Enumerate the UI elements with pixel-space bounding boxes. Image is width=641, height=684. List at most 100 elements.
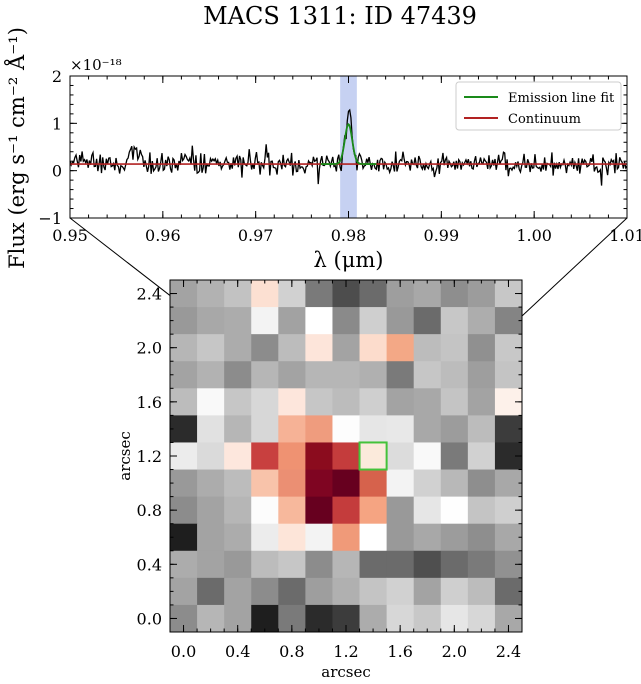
figure-title: MACS 1311: ID 47439 xyxy=(203,2,477,30)
y-tick-label: 1 xyxy=(52,114,62,133)
heatmap-cell xyxy=(251,280,279,308)
x-tick-label: 0.95 xyxy=(52,226,88,245)
heatmap-cell xyxy=(359,415,388,443)
heatmap-cell xyxy=(251,442,279,470)
heatmap-panel: 0.0 0.4 0.8 1.2 1.6 2.0 2.4 0.0 0.4 0.8 1.2 1.6 2.0 2… xyxy=(116,279,523,681)
heatmap-cell xyxy=(359,604,388,633)
heatmap-cell xyxy=(467,307,496,335)
heatmap-tick-labels: 0.0 0.4 0.8 1.2 1.6 2.0 2.4 0.0 0.4 0.8 1.2 1.6 2.0 2… xyxy=(137,285,522,661)
heatmap-cell xyxy=(305,415,333,443)
heatmap-cell xyxy=(278,496,306,525)
heatmap-cell xyxy=(197,550,225,579)
heatmap-cell xyxy=(170,307,198,335)
x-tick-label: 0.98 xyxy=(331,226,367,245)
heatmap-cell xyxy=(332,550,360,579)
heatmap-cell xyxy=(170,523,198,552)
x-tick-label: 2.0 xyxy=(442,642,467,661)
heatmap-cell xyxy=(305,604,333,633)
heatmap-cell xyxy=(305,361,333,389)
heatmap-cell xyxy=(494,361,523,389)
heatmap-cell xyxy=(359,307,388,335)
heatmap-cell xyxy=(305,577,333,606)
heatmap-cell xyxy=(251,469,279,498)
heatmap-cell xyxy=(359,496,388,525)
heatmap-cell xyxy=(224,442,252,470)
heatmap-cell xyxy=(440,496,469,525)
heatmap-cell xyxy=(386,469,415,498)
heatmap-cell xyxy=(440,469,469,498)
heatmap-cell xyxy=(251,604,279,633)
highlight-band-rect xyxy=(340,76,357,218)
heatmap-cell xyxy=(359,280,388,308)
y-tick-label: 0.4 xyxy=(137,555,162,574)
heatmap-cell xyxy=(467,523,496,552)
heatmap-cell xyxy=(359,334,388,362)
heatmap-cell xyxy=(494,469,523,498)
heatmap-cell xyxy=(359,523,388,552)
heatmap-cell xyxy=(197,307,225,335)
y-tick-label: 2.4 xyxy=(137,285,162,304)
heatmap-cell xyxy=(305,307,333,335)
heatmap-cell xyxy=(224,388,252,416)
heatmap-cell xyxy=(413,469,442,498)
heatmap-cell xyxy=(170,361,198,389)
heatmap-cell xyxy=(305,523,333,552)
heatmap-cell xyxy=(440,388,469,416)
heatmap-cell xyxy=(197,361,225,389)
heatmap-cell xyxy=(386,577,415,606)
y-tick-label: 0.8 xyxy=(137,501,162,520)
heatmap-cell xyxy=(278,361,306,389)
x-tick-label: 0.99 xyxy=(424,226,460,245)
heatmap-cell xyxy=(197,334,225,362)
heatmap-cell xyxy=(467,415,496,443)
heatmap-cell xyxy=(386,523,415,552)
heatmap-cell xyxy=(224,550,252,579)
heatmap-cell xyxy=(332,469,360,498)
heatmap-y-axis-label: arcsec xyxy=(116,431,134,481)
heatmap-cell xyxy=(278,307,306,335)
heatmap-cell xyxy=(197,496,225,525)
spectrum-ticks xyxy=(69,75,628,219)
heatmap-cell xyxy=(413,307,442,335)
spectrum-tick-labels: 0.95 0.96 0.97 0.98 0.99 1.00 1.01 −1 0 1 2 xyxy=(38,67,641,245)
heatmap-cell xyxy=(224,334,252,362)
heatmap-cell xyxy=(332,415,360,443)
heatmap-cell xyxy=(224,361,252,389)
heatmap-cell xyxy=(494,307,523,335)
heatmap-cell xyxy=(305,442,333,470)
heatmap-cell xyxy=(197,415,225,443)
heatmap-cell xyxy=(251,577,279,606)
heatmap-cell xyxy=(467,496,496,525)
heatmap-cell xyxy=(440,550,469,579)
heatmap-cell xyxy=(197,442,225,470)
heatmap-cell xyxy=(278,334,306,362)
heatmap-cell xyxy=(251,550,279,579)
heatmap-cell xyxy=(413,415,442,443)
heatmap-cell xyxy=(278,523,306,552)
heatmap-cell xyxy=(224,307,252,335)
heatmap-cell xyxy=(332,577,360,606)
x-tick-label: 1.00 xyxy=(516,226,552,245)
heatmap-cell xyxy=(251,388,279,416)
heatmap-cell xyxy=(251,361,279,389)
heatmap-cell xyxy=(359,442,388,470)
heatmap-cells xyxy=(170,280,523,633)
x-tick-label: 1.01 xyxy=(609,226,641,245)
heatmap-cell xyxy=(359,388,388,416)
heatmap-cell xyxy=(332,388,360,416)
heatmap-cell xyxy=(332,307,360,335)
heatmap-cell xyxy=(467,550,496,579)
heatmap-cell xyxy=(386,415,415,443)
heatmap-cell xyxy=(251,415,279,443)
x-tick-label: 0.97 xyxy=(238,226,274,245)
x-tick-label: 0.4 xyxy=(225,642,250,661)
heatmap-cell xyxy=(494,577,523,606)
y-tick-label: 2.0 xyxy=(137,339,162,358)
highlight-pixel xyxy=(358,441,388,471)
heatmap-cell xyxy=(440,415,469,443)
heatmap-cell xyxy=(332,442,360,470)
heatmap-cell xyxy=(224,469,252,498)
heatmap-cell xyxy=(224,577,252,606)
heatmap-cell xyxy=(197,604,225,633)
heatmap-cell xyxy=(359,469,388,498)
